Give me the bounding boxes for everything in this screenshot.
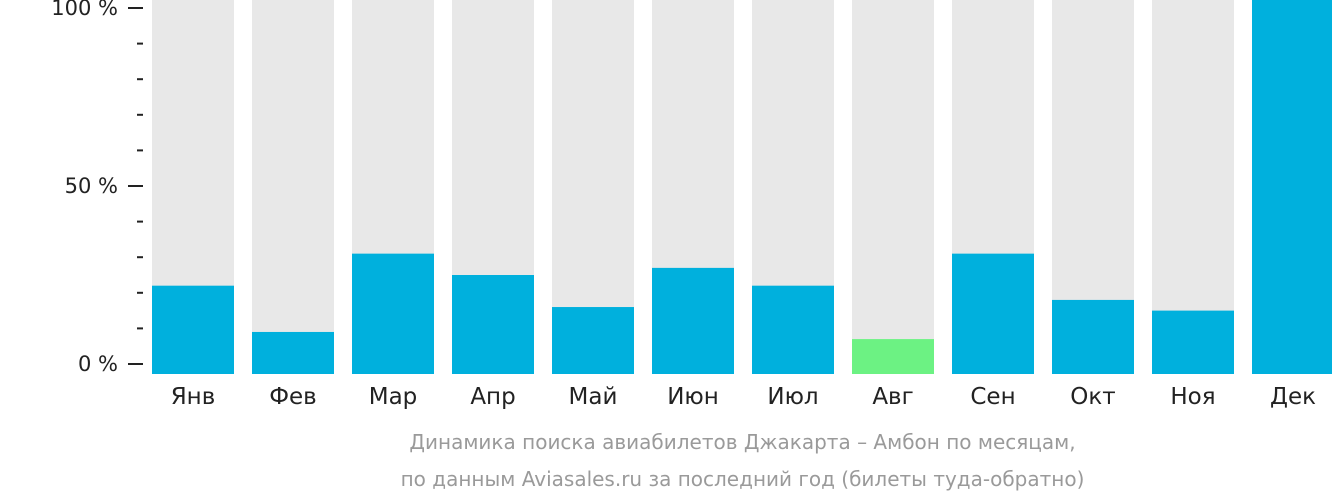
bar — [652, 267, 734, 374]
bar-background — [852, 0, 934, 374]
x-tick-label: Июн — [667, 384, 719, 410]
bar — [452, 275, 534, 374]
bar — [852, 339, 934, 374]
x-tick-label: Авг — [872, 384, 913, 410]
bar-background — [252, 0, 334, 374]
bar — [752, 285, 834, 374]
y-tick-label: 0 % — [78, 352, 118, 376]
x-tick-label: Сен — [970, 384, 1015, 410]
bars — [152, 0, 1332, 374]
bar — [952, 253, 1034, 374]
y-axis: 0 % 50 % 100 % — [51, 0, 143, 376]
x-axis-labels: Янв Фев Мар Апр Май Июн Июл Авг Сен Окт Ноя Дек — [171, 384, 1316, 410]
y-tick-label: 100 % — [51, 0, 118, 20]
bar — [1052, 299, 1134, 374]
bar — [1252, 0, 1332, 374]
bar — [552, 307, 634, 374]
bar — [352, 253, 434, 374]
x-tick-label: Май — [569, 384, 618, 410]
bar-chart: 0 % 50 % 100 % Янв Фев Мар Апр Май Июн Июл Авг Сен… — [51, 0, 1332, 410]
x-tick-label: Ноя — [1170, 384, 1215, 410]
bar — [152, 285, 234, 374]
y-tick-label: 50 % — [65, 174, 118, 198]
bar — [1152, 310, 1234, 374]
bar — [252, 331, 334, 374]
x-tick-label: Янв — [171, 384, 216, 410]
x-tick-label: Апр — [470, 384, 515, 410]
x-tick-label: Окт — [1070, 384, 1115, 410]
x-tick-label: Фев — [269, 384, 317, 410]
x-tick-label: Июл — [767, 384, 818, 410]
chart-caption-line-1: Динамика поиска авиабилетов Джакарта – А… — [409, 430, 1076, 454]
x-tick-label: Мар — [369, 384, 418, 410]
x-tick-label: Дек — [1270, 384, 1316, 410]
chart-caption-line-2: по данным Aviasales.ru за последний год … — [400, 467, 1085, 491]
